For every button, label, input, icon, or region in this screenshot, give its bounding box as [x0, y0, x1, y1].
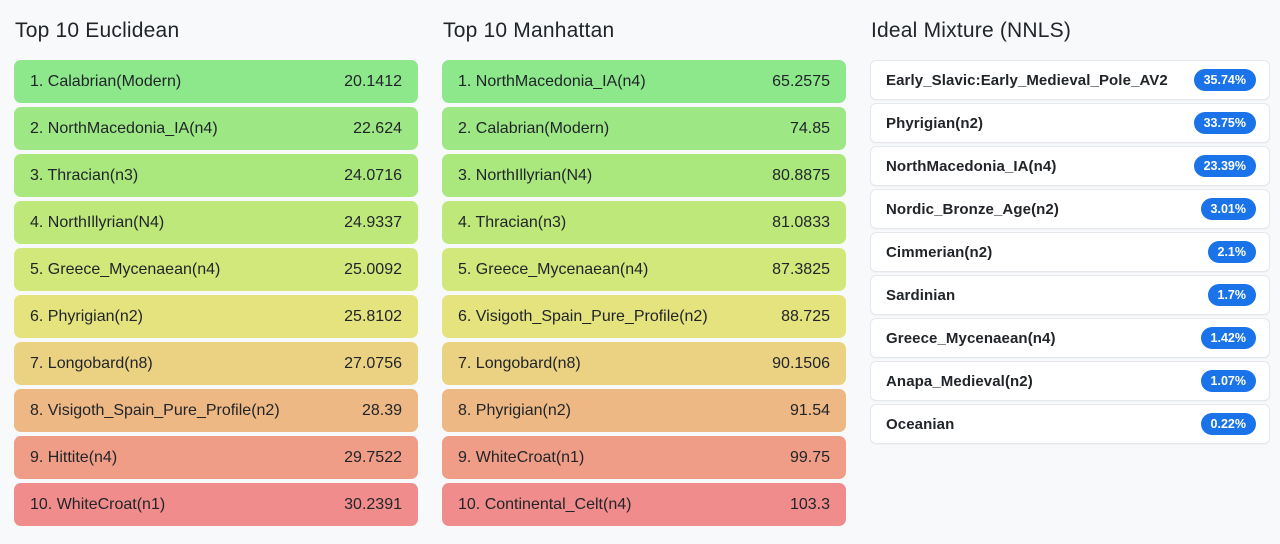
mixture-row: NorthMacedonia_IA(n4) 23.39% — [870, 146, 1270, 186]
row-distance-value: 25.8102 — [344, 307, 402, 325]
mixture-row: Greece_Mycenaean(n4) 1.42% — [870, 318, 1270, 358]
percentage-badge: 1.7% — [1207, 283, 1256, 307]
mixture-row: Sardinian 1.7% — [870, 275, 1270, 315]
distance-row: 3. Thracian(n3) 24.0716 — [14, 154, 418, 197]
row-label: 2. Calabrian(Modern) — [458, 119, 610, 137]
row-distance-value: 28.39 — [361, 401, 402, 419]
row-label: 3. NorthIllyrian(N4) — [458, 166, 593, 184]
nnls-mixture-column-title: Ideal Mixture (NNLS) — [871, 19, 1072, 42]
distance-row: 4. Thracian(n3) 81.0833 — [442, 201, 846, 244]
row-label: 4. NorthIllyrian(N4) — [30, 213, 165, 231]
mixture-row: Anapa_Medieval(n2) 1.07% — [870, 361, 1270, 401]
row-label: 10. WhiteCroat(n1) — [30, 495, 166, 513]
row-distance-value: 24.0716 — [344, 166, 402, 184]
percentage-badge: 1.07% — [1200, 369, 1256, 393]
distance-row: 3. NorthIllyrian(N4) 80.8875 — [442, 154, 846, 197]
percentage-badge: 1.42% — [1200, 326, 1256, 350]
row-label: 5. Greece_Mycenaean(n4) — [30, 260, 221, 278]
row-distance-value: 87.3825 — [772, 260, 830, 278]
row-label: 9. Hittite(n4) — [30, 448, 118, 466]
row-distance-value: 27.0756 — [344, 354, 402, 372]
distance-row: 7. Longobard(n8) 90.1506 — [442, 342, 846, 385]
row-label: 7. Longobard(n8) — [458, 354, 581, 372]
euclidean-row-list: 1. Calabrian(Modern) 20.1412 2. NorthMaced… — [14, 60, 418, 526]
row-label: 10. Continental_Celt(n4) — [458, 495, 632, 513]
distance-row: 9. WhiteCroat(n1) 99.75 — [442, 436, 846, 479]
row-distance-value: 88.725 — [781, 307, 830, 325]
distance-row: 8. Phyrigian(n2) 91.54 — [442, 389, 846, 432]
row-label: Early_Slavic:Early_Medieval_Pole_AV2 — [886, 71, 1168, 89]
row-distance-value: 81.0833 — [772, 213, 830, 231]
percentage-badge: 33.75% — [1193, 111, 1256, 135]
percentage-badge: 35.74% — [1193, 68, 1256, 92]
distance-row: 8. Visigoth_Spain_Pure_Profile(n2) 28.39 — [14, 389, 418, 432]
row-label: NorthMacedonia_IA(n4) — [886, 157, 1057, 175]
row-label: Greece_Mycenaean(n4) — [886, 329, 1056, 347]
mixture-row: Phyrigian(n2) 33.75% — [870, 103, 1270, 143]
row-distance-value: 74.85 — [789, 119, 830, 137]
row-distance-value: 99.75 — [789, 448, 830, 466]
distance-row: 5. Greece_Mycenaean(n4) 25.0092 — [14, 248, 418, 291]
row-label: 5. Greece_Mycenaean(n4) — [458, 260, 649, 278]
row-label: 8. Phyrigian(n2) — [458, 401, 571, 419]
distance-row: 5. Greece_Mycenaean(n4) 87.3825 — [442, 248, 846, 291]
row-label: 3. Thracian(n3) — [30, 166, 139, 184]
row-label: 8. Visigoth_Spain_Pure_Profile(n2) — [30, 401, 280, 419]
mixture-row: Nordic_Bronze_Age(n2) 3.01% — [870, 189, 1270, 229]
euclidean-column: Top 10 Euclidean 1. Calabrian(Modern) 20.… — [14, 15, 418, 530]
row-label: 7. Longobard(n8) — [30, 354, 153, 372]
row-distance-value: 80.8875 — [772, 166, 830, 184]
row-distance-value: 103.3 — [789, 495, 830, 513]
distance-row: 6. Visigoth_Spain_Pure_Profile(n2) 88.725 — [442, 295, 846, 338]
manhattan-row-list: 1. NorthMacedonia_IA(n4) 65.2575 2. Calabr… — [442, 60, 846, 526]
distance-row: 1. NorthMacedonia_IA(n4) 65.2575 — [442, 60, 846, 103]
distance-row: 7. Longobard(n8) 27.0756 — [14, 342, 418, 385]
mixture-row: Cimmerian(n2) 2.1% — [870, 232, 1270, 272]
row-distance-value: 24.9337 — [344, 213, 402, 231]
percentage-badge: 23.39% — [1193, 154, 1256, 178]
results-board: Top 10 Euclidean 1. Calabrian(Modern) 20.… — [14, 15, 1270, 530]
row-label: Oceanian — [886, 415, 955, 433]
row-label: 6. Visigoth_Spain_Pure_Profile(n2) — [458, 307, 708, 325]
distance-row: 1. Calabrian(Modern) 20.1412 — [14, 60, 418, 103]
distance-row: 4. NorthIllyrian(N4) 24.9337 — [14, 201, 418, 244]
row-label: 1. Calabrian(Modern) — [30, 72, 182, 90]
percentage-badge: 0.22% — [1200, 412, 1256, 436]
row-label: 4. Thracian(n3) — [458, 213, 567, 231]
distance-row: 2. Calabrian(Modern) 74.85 — [442, 107, 846, 150]
row-label: Phyrigian(n2) — [886, 114, 984, 132]
row-distance-value: 91.54 — [789, 401, 830, 419]
row-label: 1. NorthMacedonia_IA(n4) — [458, 72, 646, 90]
mixture-row: Oceanian 0.22% — [870, 404, 1270, 444]
distance-row: 6. Phyrigian(n2) 25.8102 — [14, 295, 418, 338]
percentage-badge: 2.1% — [1207, 240, 1256, 264]
row-label: 6. Phyrigian(n2) — [30, 307, 143, 325]
row-distance-value: 20.1412 — [344, 72, 402, 90]
row-label: Anapa_Medieval(n2) — [886, 372, 1033, 390]
distance-row: 10. Continental_Celt(n4) 103.3 — [442, 483, 846, 526]
manhattan-column: Top 10 Manhattan 1. NorthMacedonia_IA(n4… — [442, 15, 846, 530]
row-distance-value: 90.1506 — [772, 354, 830, 372]
distance-row: 10. WhiteCroat(n1) 30.2391 — [14, 483, 418, 526]
nnls-mixture-column: Ideal Mixture (NNLS) Early_Slavic:Early_… — [870, 15, 1270, 530]
nnls-mixture-row-list: Early_Slavic:Early_Medieval_Pole_AV2 35.7… — [870, 60, 1270, 444]
row-distance-value: 22.624 — [353, 119, 402, 137]
manhattan-column-title: Top 10 Manhattan — [443, 19, 615, 42]
row-label: 2. NorthMacedonia_IA(n4) — [30, 119, 218, 137]
row-distance-value: 25.0092 — [344, 260, 402, 278]
row-distance-value: 65.2575 — [772, 72, 830, 90]
row-distance-value: 29.7522 — [344, 448, 402, 466]
row-label: Cimmerian(n2) — [886, 243, 993, 261]
mixture-row: Early_Slavic:Early_Medieval_Pole_AV2 35.7… — [870, 60, 1270, 100]
row-label: Sardinian — [886, 286, 956, 304]
distance-row: 9. Hittite(n4) 29.7522 — [14, 436, 418, 479]
row-distance-value: 30.2391 — [344, 495, 402, 513]
row-label: Nordic_Bronze_Age(n2) — [886, 200, 1059, 218]
euclidean-column-title: Top 10 Euclidean — [15, 19, 180, 42]
distance-row: 2. NorthMacedonia_IA(n4) 22.624 — [14, 107, 418, 150]
row-label: 9. WhiteCroat(n1) — [458, 448, 585, 466]
percentage-badge: 3.01% — [1200, 197, 1256, 221]
